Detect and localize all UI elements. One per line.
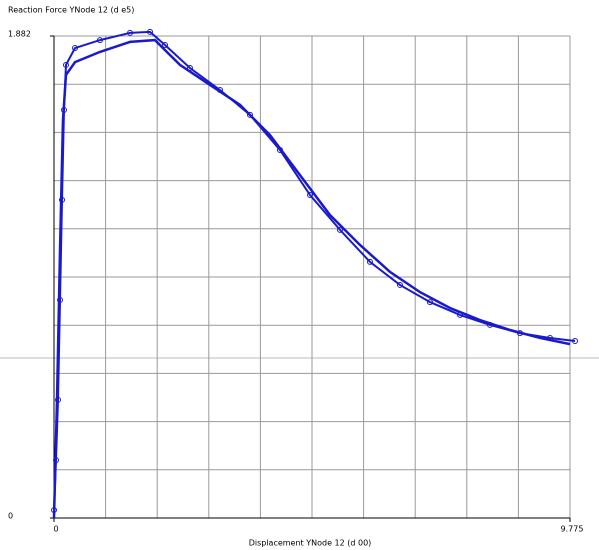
- data-point: [60, 107, 67, 114]
- x-axis-label: Displacement YNode 12 (d 00): [249, 539, 372, 548]
- data-point: [396, 281, 403, 288]
- data-point: [72, 45, 79, 52]
- data-point: [456, 311, 463, 318]
- data-point: [62, 61, 69, 68]
- data-point: [572, 338, 579, 345]
- data-point: [337, 226, 344, 233]
- data-line: [53, 30, 576, 511]
- data-point: [96, 37, 103, 44]
- data-point: [546, 334, 553, 341]
- data-point: [59, 196, 66, 203]
- data-point: [217, 87, 224, 94]
- data-point: [55, 396, 62, 403]
- x-tick-label: 9.775: [561, 525, 584, 534]
- y-tick-label: 1.882: [8, 30, 31, 39]
- data-point: [127, 29, 134, 36]
- data-point: [51, 507, 57, 514]
- chart-title: Reaction Force YNode 12 (d e5): [8, 6, 134, 15]
- data-point: [53, 457, 60, 464]
- y-tick-label: 0: [8, 512, 13, 521]
- data-point: [276, 146, 283, 153]
- x-tick-label: 0: [53, 525, 58, 534]
- data-point: [162, 41, 169, 48]
- data-point: [247, 111, 254, 118]
- data-point: [427, 299, 434, 306]
- data-point: [486, 321, 493, 328]
- data-point: [517, 330, 524, 337]
- data-point: [147, 28, 154, 35]
- data-point: [186, 65, 193, 72]
- data-point: [307, 192, 314, 199]
- data-point: [57, 297, 64, 304]
- data-point: [366, 258, 373, 265]
